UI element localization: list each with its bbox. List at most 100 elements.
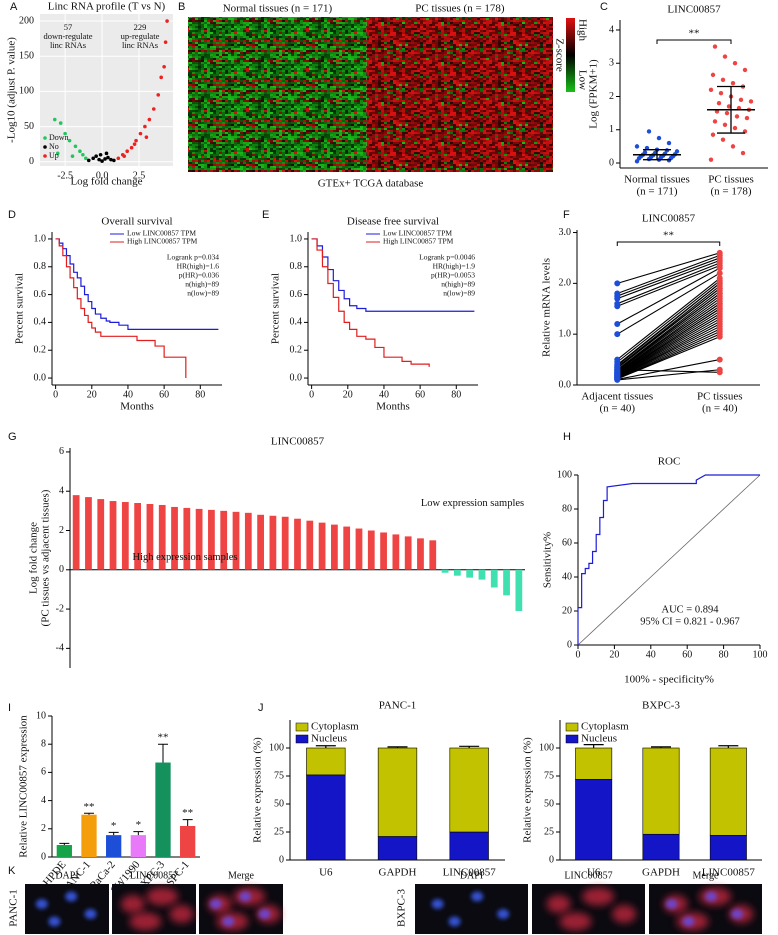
x-tick-label: (n = 40) — [702, 403, 738, 415]
pair-line — [616, 267, 721, 325]
point — [634, 144, 640, 149]
bar — [121, 502, 129, 570]
legend-marker — [43, 136, 47, 140]
pair-line — [616, 318, 721, 377]
x-tick-label: U6 — [587, 867, 601, 879]
point — [70, 154, 75, 158]
panel-letter: J — [258, 702, 264, 714]
y-tick-label: 25 — [544, 826, 554, 837]
annotation: HR(high)=1.9 — [433, 262, 476, 271]
bar — [56, 845, 72, 857]
y-tick-label: 4 — [41, 795, 46, 806]
nucleus-signal — [497, 909, 510, 919]
pair-line — [616, 282, 721, 367]
y-axis-label: Percent survival — [14, 273, 26, 344]
bar — [155, 762, 171, 857]
y-axis-label: (PC tissues vs adjacent tissues) — [40, 489, 52, 626]
point — [132, 142, 137, 146]
point — [664, 148, 670, 153]
bar — [294, 518, 301, 570]
series-line — [55, 238, 187, 379]
point — [165, 19, 169, 23]
point — [740, 150, 746, 156]
bar-segment — [642, 747, 680, 835]
row-label: BXPC-3 — [396, 889, 408, 927]
annotation: n(low)=89 — [187, 289, 219, 298]
bar-segment — [377, 747, 418, 837]
bar-segment — [306, 747, 346, 776]
series-label-box: Low expression samples — [420, 498, 525, 509]
panel-letter: F — [563, 209, 570, 221]
y-tick-label: 40 — [562, 571, 572, 582]
point — [646, 129, 652, 134]
y-tick-label: 2 — [41, 823, 46, 834]
significance-label: ** — [182, 807, 193, 819]
annotation: 229 — [134, 22, 147, 32]
point — [742, 67, 748, 73]
point — [710, 72, 716, 78]
bar — [109, 501, 117, 570]
pair-line — [617, 254, 720, 295]
x-tick-label: -2.5 — [57, 170, 73, 181]
nucleus-signal — [239, 891, 252, 902]
series-line — [311, 238, 430, 367]
y-tick-label: 0.2 — [290, 345, 303, 356]
bar — [503, 569, 510, 596]
point — [708, 157, 714, 162]
pair-line — [617, 336, 720, 380]
y-tick-label: 100 — [539, 742, 554, 753]
point — [156, 93, 161, 97]
bar — [72, 495, 80, 570]
chart-title: LINC00857 — [271, 436, 325, 448]
y-tick-label: 0 — [279, 854, 284, 865]
pair-line — [617, 259, 720, 300]
y-tick-label: 2.0 — [559, 278, 572, 289]
y-tick-label: 0 — [609, 157, 614, 168]
point — [147, 117, 152, 122]
point — [100, 159, 104, 163]
legend-label: Cytoplasm — [311, 721, 359, 733]
point — [97, 157, 101, 162]
y-tick-label: 8 — [41, 738, 46, 749]
micrograph — [415, 884, 528, 934]
point — [716, 369, 723, 376]
legend-label: Nucleus — [581, 733, 617, 745]
cytoplasm-signal — [129, 912, 162, 931]
x-axis-label: Months — [376, 401, 410, 413]
point — [720, 77, 726, 83]
point — [716, 270, 723, 277]
annotation: linc RNAs — [50, 40, 86, 50]
annotation: Logrank p=0.0046 — [419, 253, 475, 262]
legend-label: Low LINC00857 TPM — [127, 229, 196, 238]
y-tick-label: 6 — [59, 446, 64, 457]
y-tick-label: 0 — [29, 156, 34, 167]
x-tick-label: LINC00857 — [443, 867, 497, 879]
x-tick-label: 0 — [576, 649, 581, 660]
cytoplasm-signal — [169, 905, 194, 923]
bar — [220, 510, 228, 570]
point — [614, 364, 621, 371]
pair-line — [616, 320, 721, 378]
color-scale-label: High — [576, 19, 588, 42]
series-label: Low expression samples — [420, 498, 525, 509]
bar — [232, 511, 240, 570]
pair-line — [617, 262, 720, 305]
y-tick-label: 3 — [609, 58, 614, 69]
bar — [417, 538, 424, 570]
point — [138, 131, 143, 136]
bar — [466, 569, 474, 578]
point — [716, 285, 723, 292]
bar — [244, 512, 252, 570]
bar — [404, 536, 412, 570]
nucleus-signal — [84, 909, 97, 919]
bar — [367, 530, 375, 570]
y-tick-label: 10 — [36, 710, 46, 721]
point — [722, 54, 728, 59]
bar — [306, 520, 314, 570]
x-tick-label: LINC00857 — [702, 867, 756, 879]
pair-line — [617, 359, 720, 380]
annotation: AUC = 0.894 — [662, 604, 720, 615]
pair-line — [616, 280, 721, 363]
point — [91, 156, 95, 161]
